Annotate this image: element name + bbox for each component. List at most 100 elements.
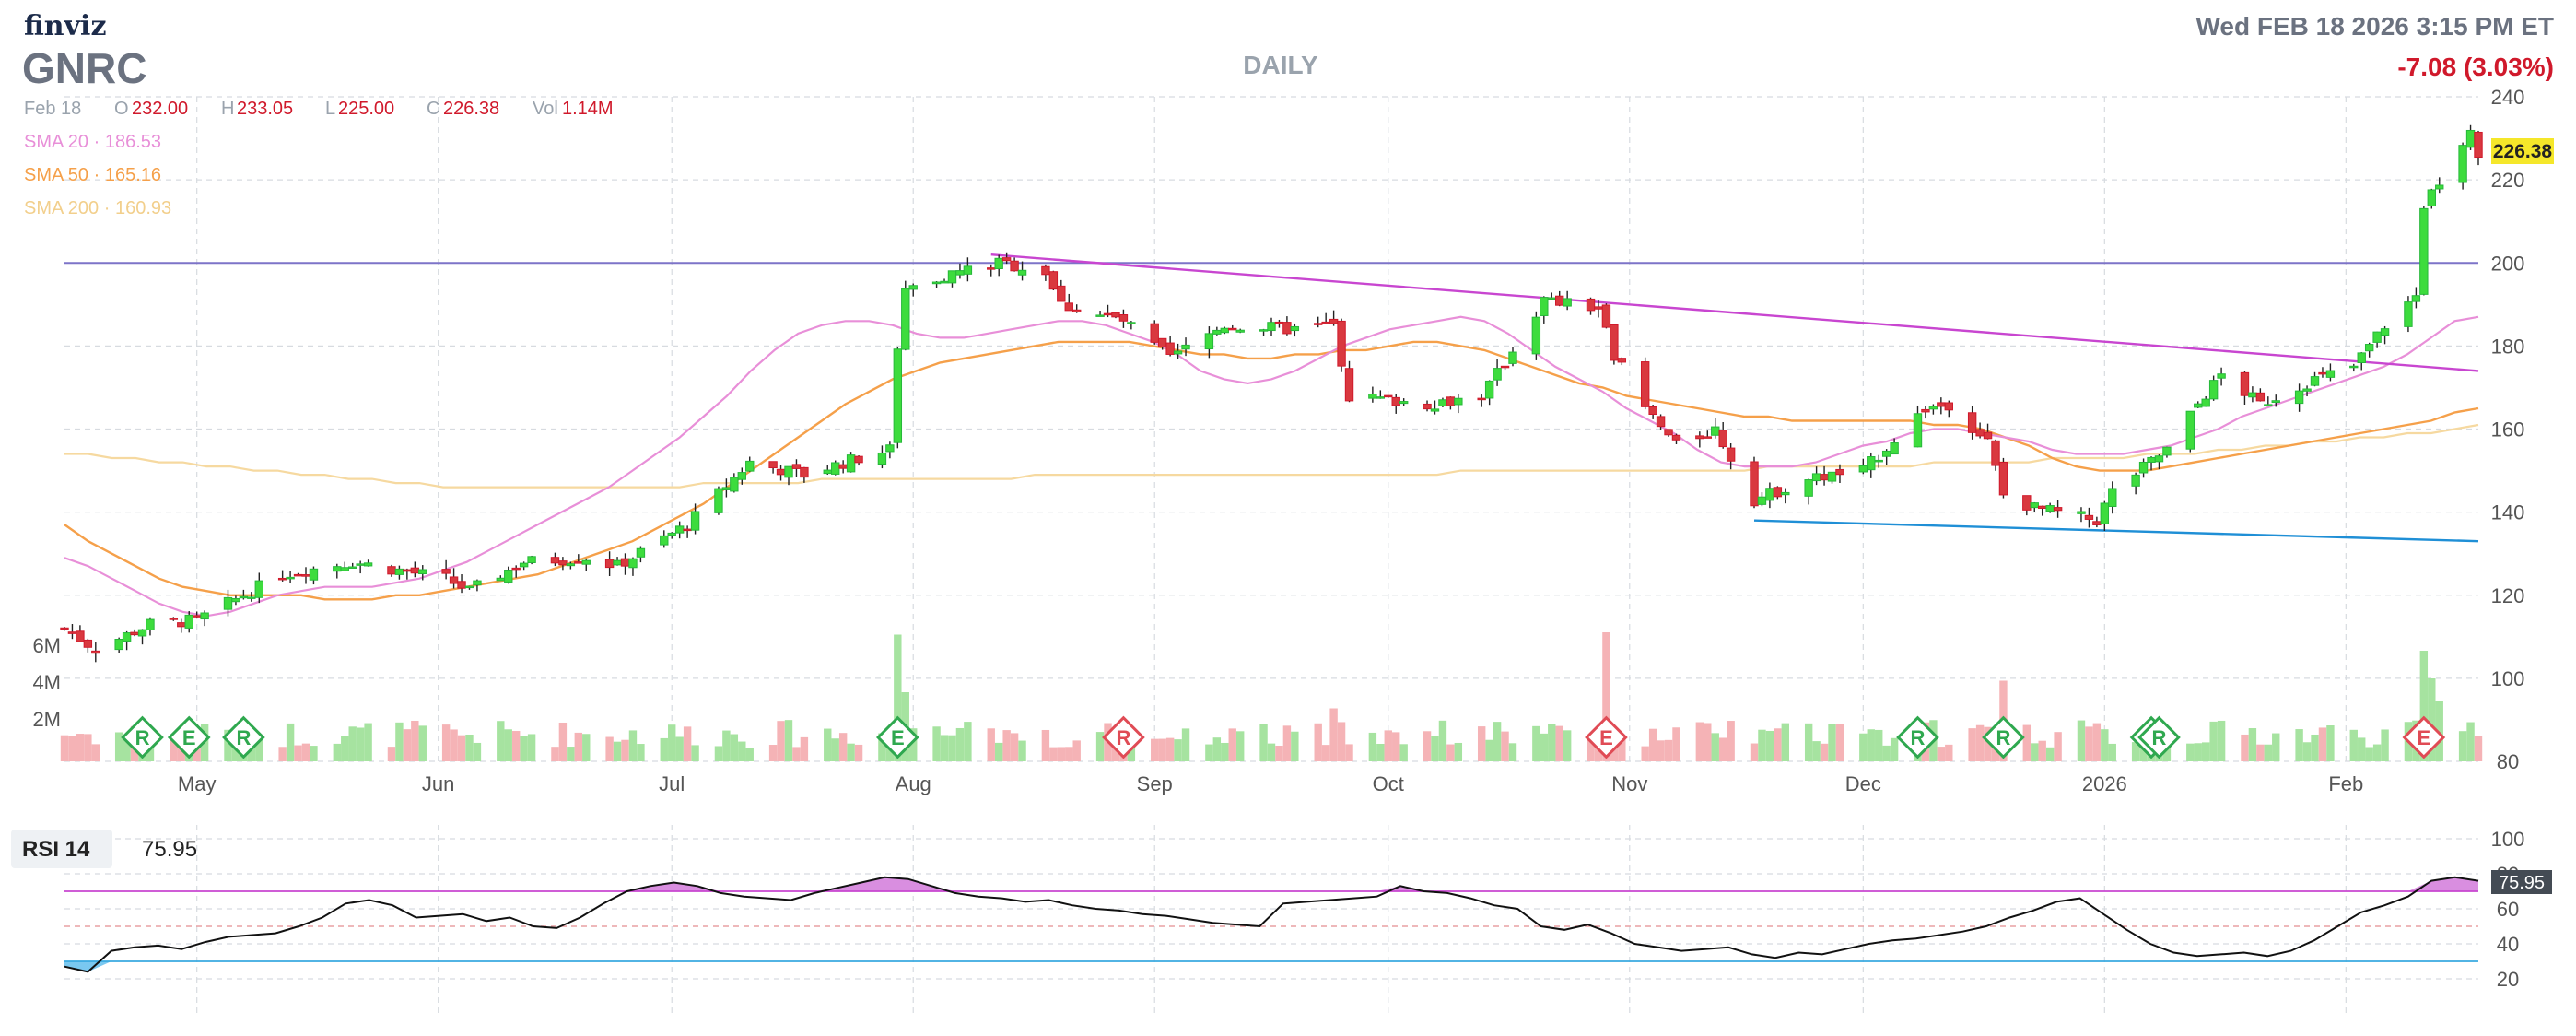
candle-body	[2302, 388, 2312, 392]
volume-bar	[2318, 727, 2327, 761]
volume-bar	[1672, 727, 1680, 761]
candle-body	[2419, 207, 2429, 295]
volume-bar	[2311, 734, 2319, 761]
chart-grid	[64, 96, 2478, 1014]
ohlc-readout: Feb 18 O 232.00 H 233.05 L 225.00 C 226.…	[24, 99, 614, 119]
candle-body	[169, 618, 179, 620]
volume-bar	[1235, 731, 1245, 761]
candle-body	[1321, 321, 1330, 324]
candle-body	[574, 561, 583, 564]
volume-bar	[1212, 737, 1222, 761]
candle-body	[2411, 295, 2421, 302]
volume-bar	[1291, 731, 1299, 761]
candle-body	[776, 468, 786, 476]
candle-body	[2077, 511, 2086, 514]
candle-body	[1928, 406, 1938, 410]
candle-body	[2404, 301, 2413, 327]
ohlc-close-label: C	[427, 99, 439, 119]
candle-body	[1391, 396, 1400, 406]
volume-bar	[1018, 740, 1026, 761]
volume-bar	[1329, 708, 1338, 761]
volume-bar	[1095, 732, 1105, 761]
candle-body	[1765, 488, 1774, 501]
rsi-title[interactable]: RSI 14	[22, 837, 90, 862]
event-diamond	[2402, 715, 2446, 759]
volume-bar	[1485, 739, 1493, 761]
candle-body	[76, 630, 85, 642]
candle-body	[1594, 306, 1603, 310]
volume-bar	[450, 729, 458, 761]
candle-body	[2053, 507, 2063, 512]
event-letter: R	[1996, 726, 2011, 749]
volume-bar	[2264, 744, 2273, 761]
candle-body	[2092, 521, 2102, 525]
candle-body	[2154, 455, 2164, 463]
candle-body	[2271, 400, 2280, 403]
volume-bar	[473, 742, 482, 761]
event-marker-r: R	[1102, 715, 1145, 759]
legend-sma50[interactable]: SMA 50 · 165.16	[24, 165, 161, 185]
y-tick-label: 100	[2491, 667, 2525, 690]
rsi-panel: 20406080100	[64, 828, 2524, 991]
candle-body	[1975, 429, 1985, 437]
candle-body	[1804, 479, 1813, 497]
volume-bar	[1758, 729, 1766, 761]
volume-bar	[2217, 720, 2226, 761]
y-tick-label: 180	[2491, 335, 2525, 358]
legend-sma50-value: 165.16	[105, 165, 161, 185]
candle-body	[1757, 496, 1767, 505]
candle-body	[1165, 342, 1175, 355]
volume-bar	[520, 736, 528, 761]
volume-bar	[68, 736, 76, 761]
candle-body	[1640, 361, 1650, 407]
candle-body	[1220, 327, 1229, 334]
candle-body	[2100, 502, 2110, 524]
candle-body	[1376, 396, 1386, 399]
candle-body	[1150, 323, 1159, 343]
event-letter: R	[135, 726, 150, 749]
candle-body	[184, 614, 193, 629]
candle-body	[309, 568, 319, 581]
legend-sma20[interactable]: SMA 20 · 186.53	[24, 132, 161, 152]
candle-body	[2310, 376, 2320, 386]
volume-bar	[123, 735, 131, 761]
sma50-line	[64, 340, 2479, 601]
volume-bar	[1174, 739, 1182, 761]
candle-body	[1944, 402, 1953, 411]
timeframe-label[interactable]: DAILY	[1243, 51, 1318, 79]
volume-bar	[582, 734, 591, 761]
candle-body	[931, 281, 942, 285]
volume-bar	[1158, 738, 1166, 761]
last-price-tag-bg	[2491, 138, 2554, 164]
x-tick-label: Feb	[2328, 772, 2363, 795]
event-letter: R	[1911, 726, 1926, 749]
volume-bar	[1501, 731, 1509, 761]
volume-bar	[558, 722, 568, 761]
candle-body	[994, 257, 1003, 269]
candle-body	[1282, 322, 1292, 335]
volume-bar	[730, 734, 739, 761]
volume-bar	[2022, 724, 2032, 761]
legend-sma200[interactable]: SMA 200 · 160.93	[24, 198, 171, 218]
volume-bar	[2194, 743, 2202, 761]
volume-bar	[1563, 730, 1572, 761]
candle-body	[2045, 505, 2055, 512]
candle-body	[200, 612, 209, 620]
y-tick-label: 160	[2491, 418, 2525, 441]
candle-body	[254, 580, 263, 598]
volume-bar	[348, 726, 357, 761]
candle-body	[177, 622, 186, 628]
candle-body	[628, 558, 638, 569]
brand-logo[interactable]: finviz	[24, 10, 107, 42]
volume-bar	[1454, 742, 1463, 761]
candle-body	[1337, 320, 1346, 367]
volume-bar	[1774, 728, 1782, 761]
rsi-line	[64, 876, 2479, 973]
candle-body	[2084, 514, 2094, 520]
candle-body	[940, 280, 949, 284]
candle-body	[1563, 298, 1572, 307]
candle-body	[527, 556, 536, 563]
volume-bar	[2428, 678, 2436, 761]
volume-bar	[1867, 729, 1875, 761]
